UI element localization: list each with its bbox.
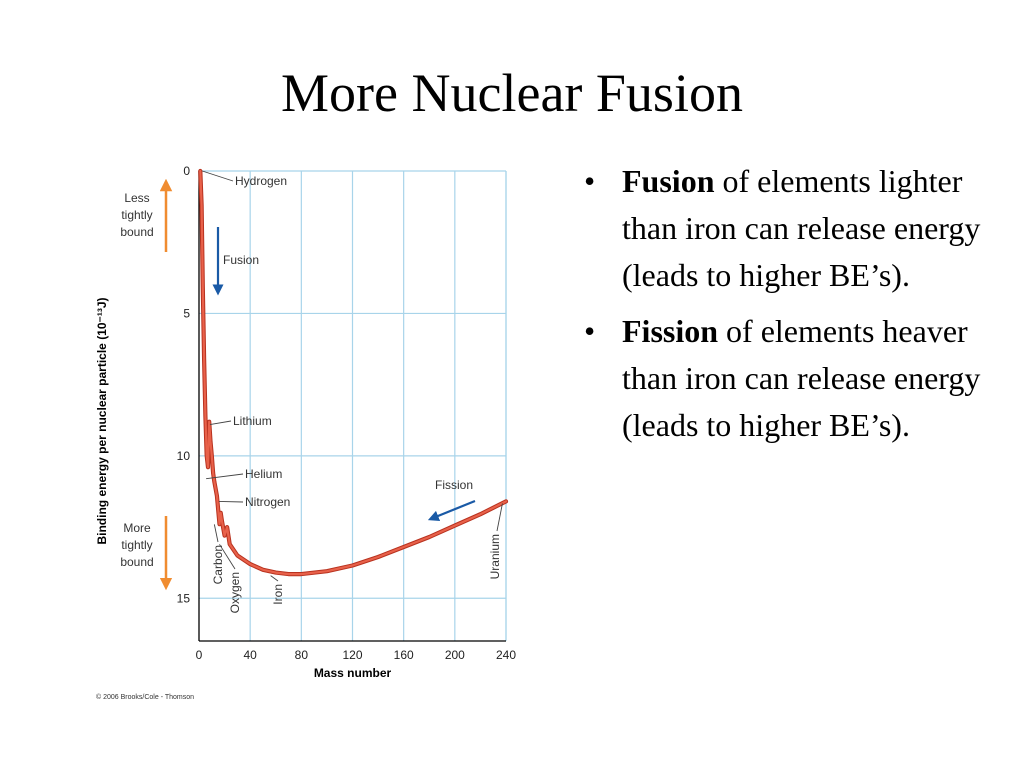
helium-leader xyxy=(206,473,244,480)
fusion-label: Fusion xyxy=(223,253,259,267)
y-tick-label: 0 xyxy=(183,164,190,178)
fission-arrow xyxy=(427,499,476,522)
binding-energy-chart: 0 40 80 120 160 200 240 0 5 10 15 Mass number Bindin… xyxy=(88,160,528,705)
nitrogen-leader xyxy=(218,500,244,503)
bullet-text: of elements lighter than iron can releas… xyxy=(622,163,981,293)
hydrogen-leader xyxy=(202,170,234,182)
bullet-marker: • xyxy=(584,313,596,349)
uranium-leader xyxy=(496,503,503,532)
bullet-text: of elements heaver than iron can release… xyxy=(622,313,981,443)
x-tick-label: 240 xyxy=(496,648,516,662)
y-tick-label: 5 xyxy=(183,306,190,320)
bullet-list: • Fusion of elements lighter than iron ca… xyxy=(582,158,1012,458)
oxygen-label: Oxygen xyxy=(228,572,242,613)
slide-title: More Nuclear Fusion xyxy=(281,63,743,123)
x-axis-title: Mass number xyxy=(314,666,392,680)
x-tick-label: 160 xyxy=(394,648,414,662)
x-tick-label: 200 xyxy=(445,648,465,662)
bullet-fusion: • Fusion of elements lighter than iron ca… xyxy=(582,158,1012,299)
x-tick-label: 80 xyxy=(295,648,309,662)
hydrogen-label: Hydrogen xyxy=(235,174,287,188)
x-tick-label: 40 xyxy=(243,648,257,662)
uranium-label: Uranium xyxy=(488,534,502,579)
bullet-marker: • xyxy=(584,163,596,199)
lithium-label: Lithium xyxy=(233,414,272,428)
bullet-fission: • Fission of elements heaver than iron ca… xyxy=(582,308,1012,449)
more-tightly-bound-label: More tightly bound xyxy=(120,521,153,569)
carbon-label: Carbon xyxy=(211,545,225,584)
y-axis-title: Binding energy per nuclear particle (10⁻… xyxy=(95,297,109,544)
helium-label: Helium xyxy=(245,467,282,481)
lithium-leader xyxy=(209,420,232,425)
binding-energy-curve xyxy=(199,169,508,576)
bullet-bold-term: Fusion xyxy=(622,163,715,199)
curve-outline xyxy=(198,168,509,577)
less-tightly-bound-label: Less tightly bound xyxy=(120,191,153,239)
iron-leader xyxy=(270,575,279,582)
iron-label: Iron xyxy=(271,584,285,605)
bullet-bold-term: Fission xyxy=(622,313,719,349)
copyright-credit: © 2006 Brooks/Cole - Thomson xyxy=(96,693,194,701)
chart-svg: 0 40 80 120 160 200 240 0 5 10 15 Mass number Bindin… xyxy=(95,164,516,701)
y-tick-label: 10 xyxy=(177,449,191,463)
nitrogen-label: Nitrogen xyxy=(245,495,290,509)
carbon-leader xyxy=(213,524,219,543)
y-tick-label: 15 xyxy=(177,591,191,605)
fission-label: Fission xyxy=(435,478,473,492)
x-tick-label: 0 xyxy=(196,648,203,662)
oxygen-leader xyxy=(219,544,236,570)
x-tick-label: 120 xyxy=(342,648,362,662)
